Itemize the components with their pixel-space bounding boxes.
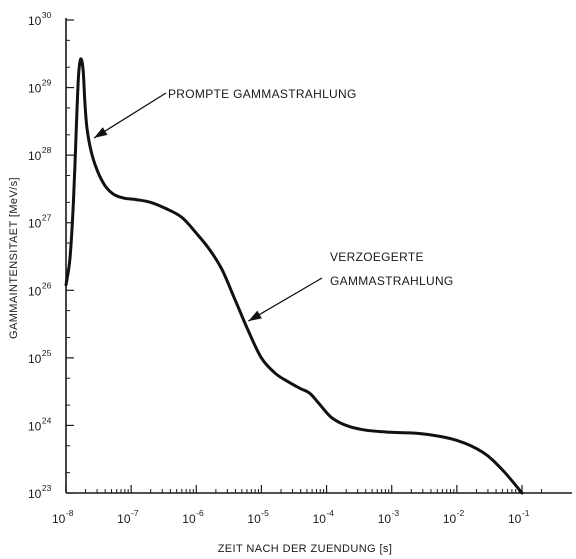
y-tick-exponent: 25 xyxy=(42,348,52,358)
y-tick-label: 1030 xyxy=(28,10,52,28)
delayed-arrow-line xyxy=(248,277,323,322)
x-tick-base: 10 xyxy=(247,512,261,526)
x-tick-base: 10 xyxy=(182,512,196,526)
y-tick-label: 1027 xyxy=(28,213,52,231)
y-tick-base: 10 xyxy=(28,419,42,433)
y-tick-base: 10 xyxy=(28,217,42,231)
y-tick-base: 10 xyxy=(28,149,42,163)
delayed-label-line: GAMMASTRAHLUNG xyxy=(330,274,454,288)
y-tick-exponent: 28 xyxy=(42,145,52,155)
x-tick-base: 10 xyxy=(508,512,522,526)
x-tick-exponent: -2 xyxy=(457,508,465,518)
delayed-arrow-head xyxy=(248,310,262,322)
y-tick-exponent: 29 xyxy=(42,78,52,88)
delayed-label-line: VERZOEGERTE xyxy=(330,250,424,264)
y-tick-exponent: 27 xyxy=(42,213,52,223)
annotation-layer xyxy=(93,92,323,322)
x-tick-label: 10-8 xyxy=(52,508,74,526)
x-tick-label: 10-6 xyxy=(182,508,204,526)
x-tick-exponent: -4 xyxy=(326,508,334,518)
y-tick-label: 1024 xyxy=(28,415,52,433)
y-tick-base: 10 xyxy=(28,284,42,298)
y-tick-base: 10 xyxy=(28,14,42,28)
y-tick-label: 1028 xyxy=(28,145,52,163)
x-tick-exponent: -1 xyxy=(522,508,530,518)
x-tick-label: 10-7 xyxy=(117,508,139,526)
prompt-arrow-head xyxy=(94,127,108,138)
x-tick-exponent: -8 xyxy=(66,508,74,518)
x-tick-exponent: -5 xyxy=(261,508,269,518)
y-tick-label: 1023 xyxy=(28,483,52,501)
y-tick-base: 10 xyxy=(28,487,42,501)
label-layer: PROMPTE GAMMASTRAHLUNG VERZOEGERTE GAMMAST… xyxy=(168,87,454,288)
gamma-intensity-curve xyxy=(64,57,524,495)
curve-layer xyxy=(64,57,524,495)
x-tick-label: 10-3 xyxy=(378,508,400,526)
x-tick-base: 10 xyxy=(378,512,392,526)
x-tick-label: 10-1 xyxy=(508,508,530,526)
x-tick-label: 10-5 xyxy=(247,508,269,526)
y-axis-title: GAMMAINTENSITAET [MeV/s] xyxy=(8,177,20,339)
y-tick-base: 10 xyxy=(28,82,42,96)
x-axis-title: ZEIT NACH DER ZUENDUNG [s] xyxy=(218,543,393,555)
prompt-label-line: PROMPTE GAMMASTRAHLUNG xyxy=(168,87,357,101)
prompt-arrow-line xyxy=(93,92,167,139)
y-tick-exponent: 30 xyxy=(42,10,52,20)
x-tick-exponent: -3 xyxy=(392,508,400,518)
y-tick-exponent: 23 xyxy=(42,483,52,493)
x-tick-exponent: -7 xyxy=(131,508,139,518)
y-tick-base: 10 xyxy=(28,352,42,366)
y-tick-exponent: 26 xyxy=(42,280,52,290)
x-tick-exponent: -6 xyxy=(196,508,204,518)
y-tick-label: 1025 xyxy=(28,348,52,366)
x-tick-base: 10 xyxy=(443,512,457,526)
x-tick-base: 10 xyxy=(117,512,131,526)
x-tick-base: 10 xyxy=(313,512,327,526)
y-tick-label: 1026 xyxy=(28,280,52,298)
x-tick-label: 10-2 xyxy=(443,508,465,526)
x-tick-label: 10-4 xyxy=(313,508,335,526)
y-tick-exponent: 24 xyxy=(42,415,52,425)
x-tick-base: 10 xyxy=(52,512,66,526)
y-tick-label: 1029 xyxy=(28,78,52,96)
